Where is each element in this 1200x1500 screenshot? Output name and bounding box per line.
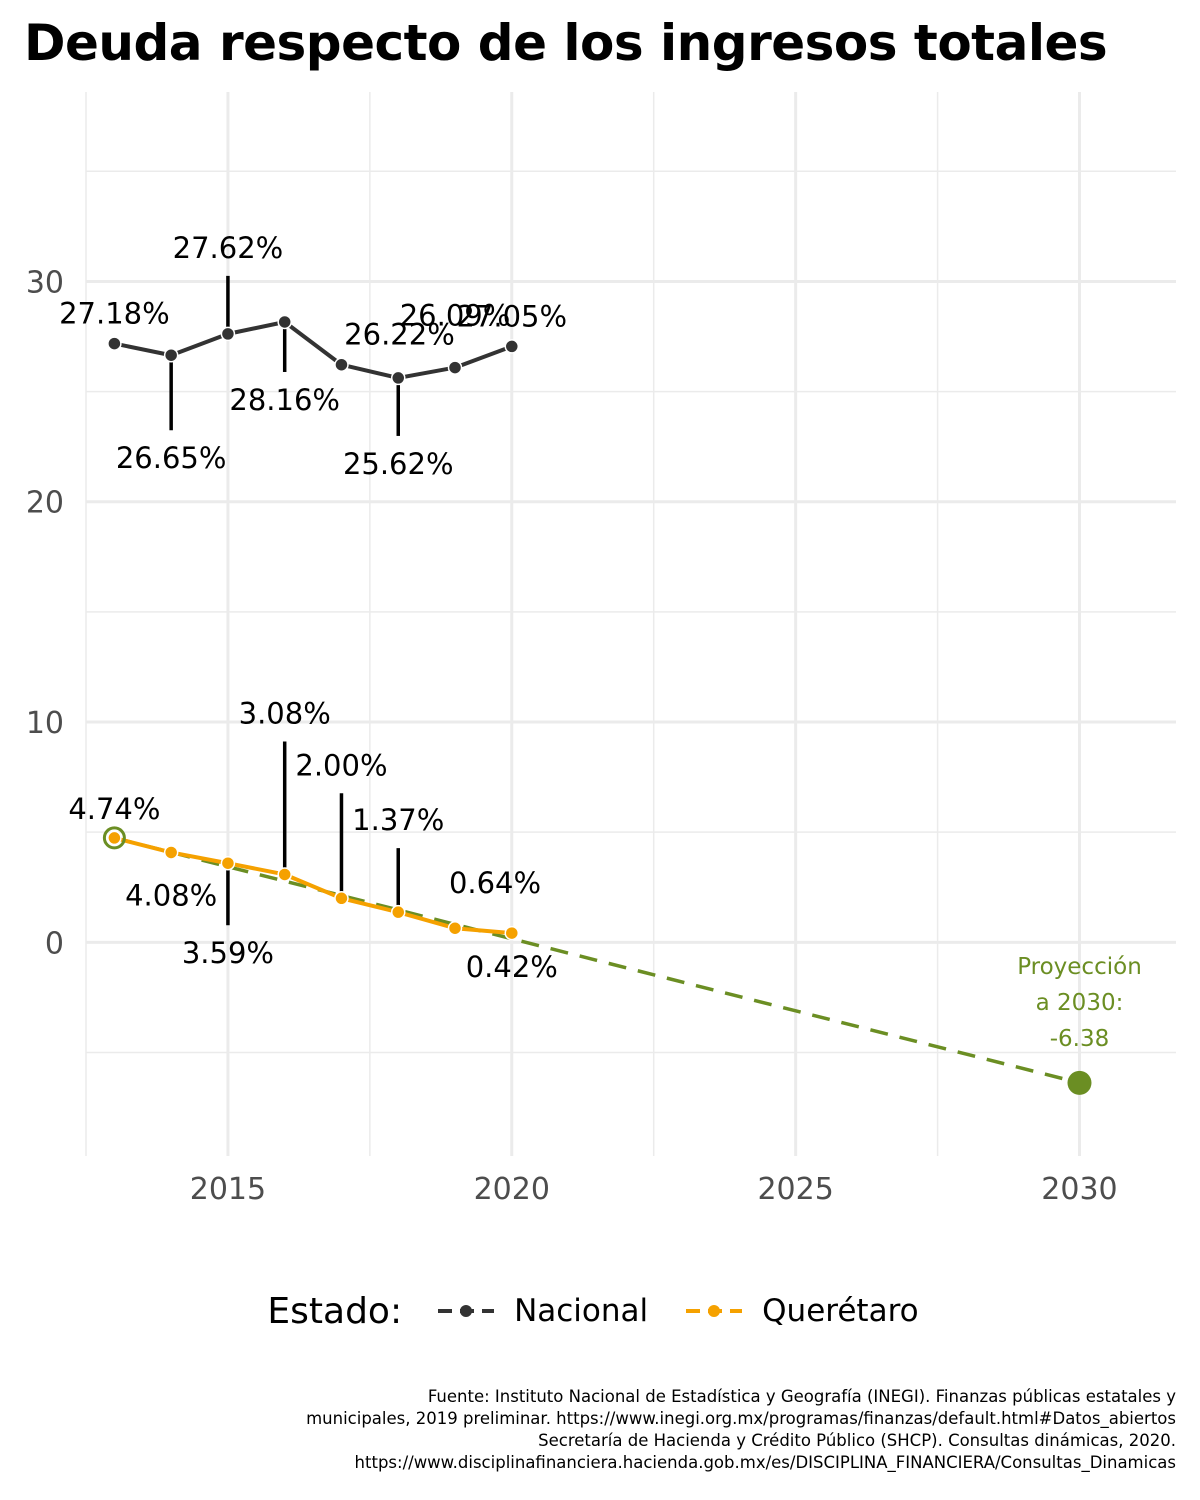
data-point	[277, 867, 292, 882]
legend-title: Estado:	[267, 1290, 403, 1332]
legend-item-queretaro: Querétaro	[684, 1293, 919, 1329]
data-point	[447, 360, 463, 375]
data-label: 27.62%	[173, 231, 284, 265]
projection-label: Proyección	[1017, 954, 1142, 980]
data-point	[163, 845, 179, 860]
data-point	[390, 370, 406, 386]
series-line-nacional	[113, 319, 513, 380]
y-tick-label: 30	[26, 265, 64, 300]
y-tick-label: 10	[26, 706, 64, 741]
projection-start-marker	[102, 826, 126, 850]
data-label: 28.16%	[229, 383, 340, 417]
legend-key-queretaro	[686, 1305, 743, 1317]
legend-label-nacional: Nacional	[514, 1293, 649, 1329]
data-label: 4.74%	[68, 792, 160, 826]
data-point	[163, 347, 179, 363]
source-caption: Fuente: Instituto Nacional de Estadístic…	[26, 1386, 1176, 1474]
data-point	[334, 891, 349, 906]
data-point	[277, 314, 292, 330]
x-tick-label: 2020	[474, 1172, 550, 1207]
projection-line	[113, 836, 1080, 1085]
x-tick-label: 2030	[1041, 1172, 1117, 1207]
legend-key-nacional	[438, 1305, 495, 1317]
caption-line: Secretaría de Hacienda y Crédito Público…	[538, 1431, 1176, 1450]
data-label: 26.09%	[400, 299, 511, 333]
caption-line: https://www.disciplinafinanciera.haciend…	[354, 1453, 1176, 1472]
data-point	[504, 925, 520, 941]
data-label: 0.64%	[449, 866, 541, 900]
legend-label-queretaro: Querétaro	[762, 1293, 919, 1329]
data-label: 0.42%	[466, 950, 558, 984]
caption-line: Fuente: Instituto Nacional de Estadístic…	[427, 1387, 1176, 1406]
y-tick-label: 20	[26, 486, 64, 521]
data-label: 3.59%	[182, 936, 274, 970]
x-tick-label: 2015	[190, 1172, 266, 1207]
y-tick-label: 0	[45, 926, 64, 961]
data-point	[107, 336, 122, 351]
data-point	[390, 904, 406, 920]
data-point	[107, 830, 122, 846]
data-label: 1.37%	[352, 803, 444, 837]
data-label: 26.65%	[116, 441, 227, 475]
data-point	[447, 920, 463, 936]
data-point	[504, 339, 520, 354]
legend-item-nacional: Nacional	[436, 1293, 648, 1329]
series-line-queretaro	[113, 835, 512, 936]
data-label: 25.62%	[343, 447, 454, 481]
x-tick-label: 2025	[757, 1172, 833, 1207]
caption-line: municipales, 2019 preliminar. https://ww…	[306, 1409, 1176, 1428]
data-point	[220, 855, 236, 871]
data-label: 26.22%	[344, 318, 455, 352]
projection-end-marker	[1067, 1070, 1092, 1095]
data-label: 27.18%	[59, 297, 170, 331]
legend: Estado: Nacional Querétaro	[0, 1285, 1200, 1337]
data-label: 27.05%	[456, 299, 567, 333]
chart-title: Deuda respecto de los ingresos totales	[24, 14, 1108, 72]
projection-label: -6.38	[1050, 1026, 1110, 1052]
data-label: 2.00%	[295, 748, 387, 782]
data-label: 3.08%	[239, 696, 331, 730]
data-label: 4.08%	[125, 878, 217, 912]
data-point	[220, 326, 236, 342]
line-chart: 2015 2020 2025 2030010203027.18%26.65%27.62…	[26, 92, 1176, 1207]
data-point	[334, 357, 349, 372]
projection-label: a 2030:	[1036, 990, 1124, 1016]
